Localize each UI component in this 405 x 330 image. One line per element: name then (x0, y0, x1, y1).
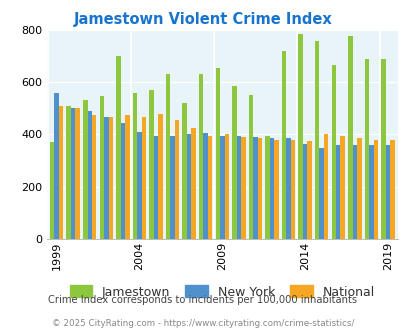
Bar (99, 96, 104, 239)
Bar (104, 117, 108, 239)
Bar (248, 95, 253, 239)
Bar (364, 58, 368, 239)
Bar (87, 111, 92, 239)
Bar (191, 128, 195, 239)
Text: © 2025 CityRating.com - https://www.cityrating.com/crime-statistics/: © 2025 CityRating.com - https://www.city… (51, 319, 354, 328)
Bar (66, 106, 71, 239)
Bar (207, 136, 212, 239)
Bar (59, 106, 63, 239)
Bar (120, 123, 125, 239)
Bar (175, 120, 179, 239)
Bar (286, 138, 290, 239)
Bar (385, 145, 389, 239)
Bar (132, 92, 137, 239)
Bar (307, 141, 311, 239)
Bar (108, 117, 113, 239)
Bar (290, 140, 294, 239)
Bar (368, 145, 373, 239)
Bar (125, 115, 129, 239)
Bar (92, 115, 96, 239)
Bar (75, 108, 80, 239)
Bar (273, 140, 278, 239)
Bar (323, 134, 328, 239)
Bar (232, 86, 236, 239)
Bar (356, 138, 360, 239)
Bar (331, 65, 335, 239)
Bar (241, 137, 245, 239)
Bar (373, 140, 377, 239)
Bar (71, 108, 75, 239)
Bar (149, 90, 153, 239)
Bar (319, 148, 323, 239)
Bar (54, 92, 59, 239)
Bar (389, 140, 394, 239)
Bar (198, 74, 203, 239)
Bar (380, 58, 385, 239)
Bar (314, 42, 319, 239)
Bar (182, 103, 186, 239)
Bar (253, 137, 257, 239)
Text: Jamestown Violent Crime Index: Jamestown Violent Crime Index (73, 12, 332, 26)
Bar (264, 136, 269, 239)
Bar (298, 34, 302, 239)
Bar (352, 145, 356, 239)
Bar (137, 132, 141, 239)
Bar (302, 144, 307, 239)
Bar (116, 56, 120, 239)
Bar (224, 134, 228, 239)
Bar (170, 136, 175, 239)
Bar (236, 136, 241, 239)
Bar (153, 136, 158, 239)
Bar (83, 100, 87, 239)
Bar (203, 133, 207, 239)
Bar (186, 134, 191, 239)
Bar (269, 138, 273, 239)
Bar (347, 36, 352, 239)
Bar (257, 138, 262, 239)
Bar (220, 136, 224, 239)
Text: Crime Index corresponds to incidents per 100,000 inhabitants: Crime Index corresponds to incidents per… (48, 295, 357, 305)
Bar (50, 142, 54, 239)
Bar (158, 114, 162, 239)
Bar (281, 50, 286, 239)
Bar (215, 68, 220, 239)
Bar (340, 136, 344, 239)
Bar (335, 145, 340, 239)
Legend: Jamestown, New York, National: Jamestown, New York, National (69, 285, 374, 299)
Bar (141, 117, 146, 239)
Bar (166, 74, 170, 239)
